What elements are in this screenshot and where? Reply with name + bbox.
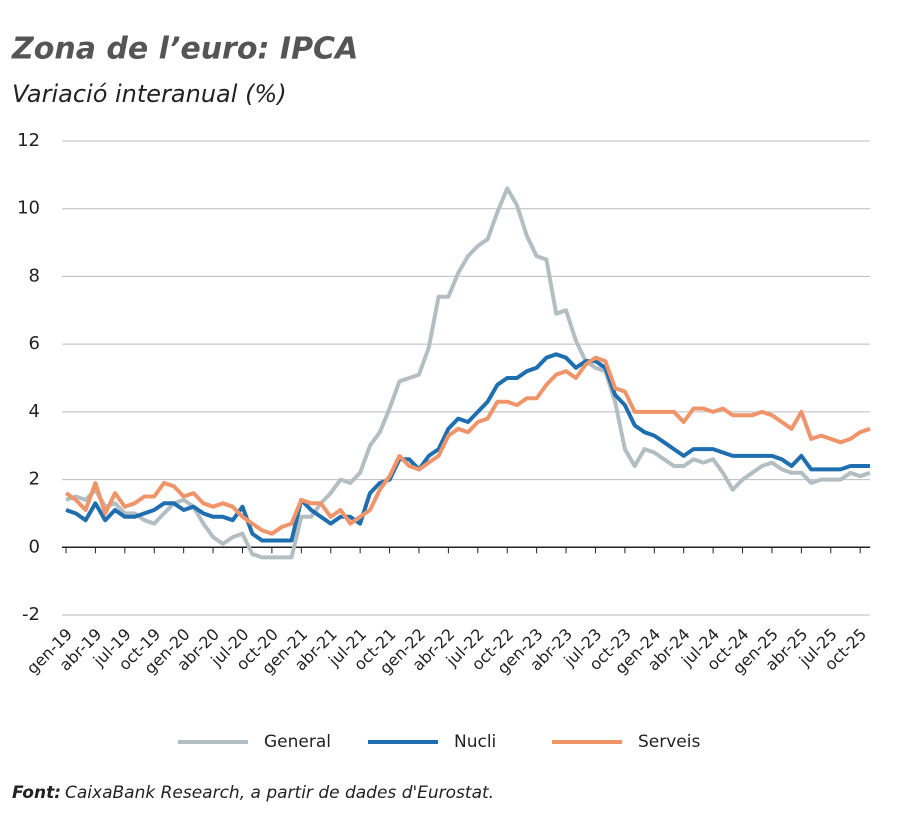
y-tick-label: 4 bbox=[29, 401, 40, 422]
y-tick-label: 0 bbox=[29, 536, 40, 557]
source-text: CaixaBank Research, a partir de dades d'… bbox=[65, 783, 494, 803]
series-line bbox=[65, 352, 870, 543]
chart-title: Zona de l’euro: IPCA bbox=[11, 32, 358, 67]
y-tick-label: 8 bbox=[29, 265, 40, 286]
y-tick-label: 2 bbox=[29, 469, 40, 490]
legend-label: Nucli bbox=[454, 732, 496, 752]
source-label: Font: bbox=[12, 783, 61, 803]
y-tick-label: 10 bbox=[17, 198, 40, 219]
legend-label: General bbox=[264, 732, 331, 752]
chart-subtitle: Variació interanual (%) bbox=[12, 80, 287, 108]
legend-label: Serveis bbox=[638, 732, 700, 752]
series-line bbox=[64, 355, 871, 536]
source: Font: CaixaBank Research, a partir de dad… bbox=[12, 783, 494, 803]
y-tick-label: -2 bbox=[22, 604, 40, 625]
y-tick-label: 6 bbox=[29, 333, 40, 354]
series-line bbox=[65, 186, 871, 560]
y-tick-label: 12 bbox=[17, 130, 40, 151]
